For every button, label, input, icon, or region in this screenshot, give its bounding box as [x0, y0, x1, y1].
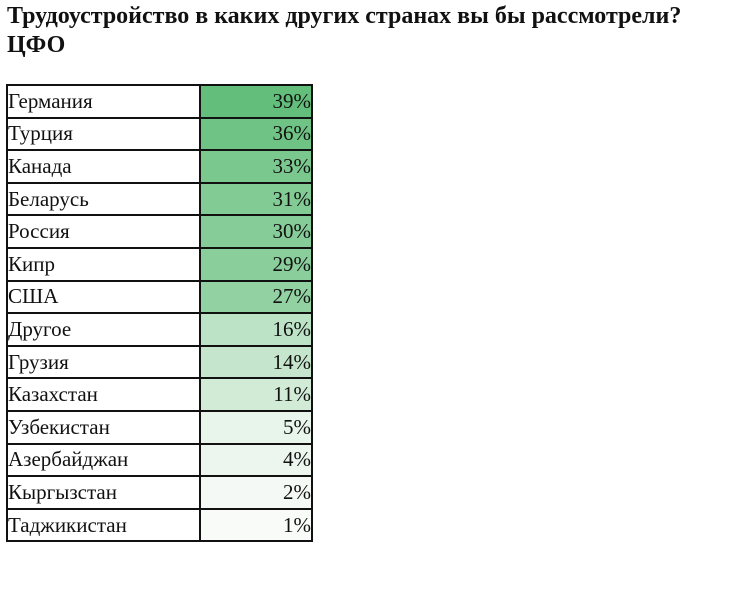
country-cell: Канада: [6, 149, 201, 184]
table-row: Другое 16%: [6, 312, 313, 347]
country-cell: Узбекистан: [6, 409, 201, 445]
table-row: Таджикистан 1%: [6, 507, 313, 543]
percentage-cell: 4%: [199, 442, 313, 478]
table-row: Беларусь 31%: [6, 181, 313, 217]
page-title: Трудоустройство в каких других странах в…: [7, 2, 737, 60]
country-cell: Азербайджан: [6, 442, 201, 478]
percentage-cell: 2%: [199, 475, 313, 510]
table-row: Турция 36%: [6, 116, 313, 152]
percentage-cell: 39%: [199, 84, 313, 119]
percentage-cell: 14%: [199, 344, 313, 380]
country-cell: Таджикистан: [6, 507, 201, 543]
table-row: Кипр 29%: [6, 246, 313, 282]
title-line-2: ЦФО: [7, 32, 66, 58]
percentage-cell: 29%: [199, 246, 313, 282]
percentage-cell: 31%: [199, 181, 313, 217]
table-body: Германия 39% Турция 36% Канада 33% Беларусь 31%…: [6, 84, 313, 543]
table-row: Узбекистан 5%: [6, 409, 313, 445]
title-line-1: Трудоустройство в каких других странах в…: [7, 3, 682, 29]
country-cell: Турция: [6, 116, 201, 152]
percentage-cell: 16%: [199, 312, 313, 347]
table-row: Азербайджан 4%: [6, 442, 313, 478]
percentage-cell: 5%: [199, 409, 313, 445]
country-cell: США: [6, 279, 201, 315]
country-cell: Беларусь: [6, 181, 201, 217]
percentage-cell: 27%: [199, 279, 313, 315]
table-row: США 27%: [6, 279, 313, 315]
table-row: Россия 30%: [6, 214, 313, 249]
country-cell: Казахстан: [6, 377, 201, 412]
table-row: Кыргызстан 2%: [6, 475, 313, 510]
table-row: Германия 39%: [6, 84, 313, 119]
table-row: Канада 33%: [6, 149, 313, 184]
country-percentage-table: Германия 39% Турция 36% Канада 33% Беларусь 31%…: [6, 84, 313, 543]
table-row: Казахстан 11%: [6, 377, 313, 412]
percentage-cell: 1%: [199, 507, 313, 543]
country-cell: Грузия: [6, 344, 201, 380]
percentage-cell: 11%: [199, 377, 313, 412]
country-cell: Германия: [6, 84, 201, 119]
country-cell: Кипр: [6, 246, 201, 282]
country-cell: Другое: [6, 312, 201, 347]
percentage-cell: 36%: [199, 116, 313, 152]
table-row: Грузия 14%: [6, 344, 313, 380]
country-cell: Кыргызстан: [6, 475, 201, 510]
percentage-cell: 33%: [199, 149, 313, 184]
percentage-cell: 30%: [199, 214, 313, 249]
country-cell: Россия: [6, 214, 201, 249]
